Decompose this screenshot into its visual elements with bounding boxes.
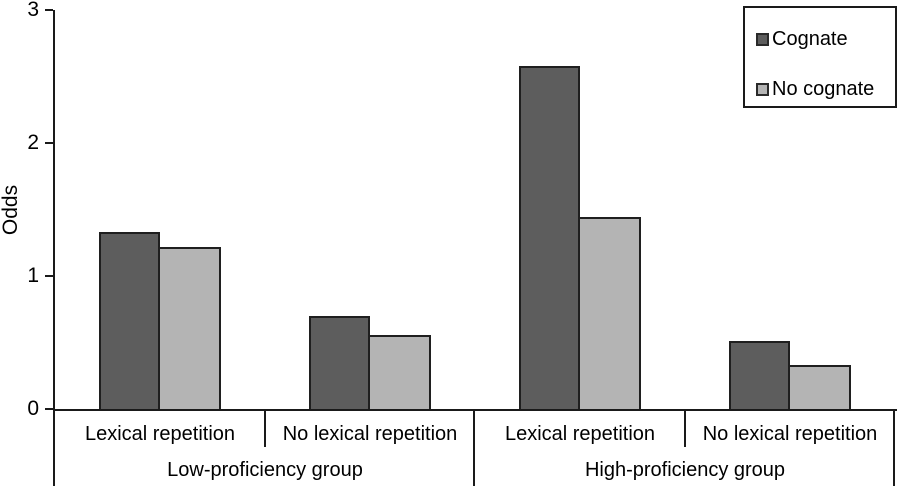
legend-swatch-no-cognate	[756, 82, 769, 96]
y-tick-mark	[45, 142, 53, 144]
legend: Cognate No cognate	[743, 6, 897, 108]
legend-item: No cognate	[756, 79, 874, 99]
group-divider	[893, 411, 895, 486]
group-divider	[53, 411, 55, 486]
y-tick-mark	[45, 408, 53, 410]
bar-no-cognate	[788, 365, 851, 409]
bar-no-cognate	[368, 335, 431, 409]
y-tick-label: 1	[27, 264, 39, 287]
x-group-label: High-proficiency group	[584, 459, 786, 481]
legend-label: Cognate	[772, 28, 848, 50]
bar-cognate	[519, 66, 580, 409]
x-group-label: Low-proficiency group	[167, 459, 363, 481]
legend-swatch-cognate	[756, 32, 769, 46]
y-axis-title: Odds	[0, 184, 22, 236]
category-divider	[264, 411, 266, 447]
x-category-label: No lexical repetition	[282, 423, 458, 445]
bar-cognate	[99, 232, 160, 409]
x-category-label: No lexical repetition	[702, 423, 878, 445]
x-category-label: Lexical repetition	[84, 423, 236, 445]
x-category-label: Lexical repetition	[504, 423, 656, 445]
bar-cognate	[309, 316, 370, 409]
x-axis-line	[53, 409, 897, 411]
group-divider	[473, 411, 475, 486]
bar-no-cognate	[158, 247, 221, 409]
y-tick-mark	[45, 275, 53, 277]
y-axis-line	[53, 10, 55, 411]
legend-label: No cognate	[772, 78, 875, 100]
y-tick-label: 0	[27, 397, 39, 420]
bar-no-cognate	[578, 217, 641, 409]
category-divider	[684, 411, 686, 447]
y-tick-label: 2	[27, 131, 39, 154]
y-tick-label: 3	[27, 0, 39, 21]
bar-cognate	[729, 341, 790, 409]
y-tick-mark	[45, 9, 53, 11]
legend-item: Cognate	[756, 29, 848, 49]
